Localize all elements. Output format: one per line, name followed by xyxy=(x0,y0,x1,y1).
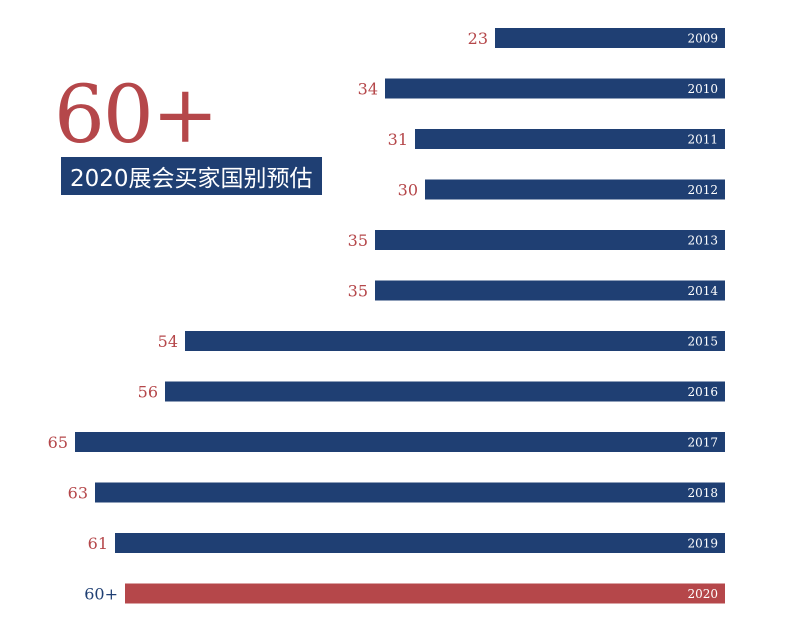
year-label-2009: 2009 xyxy=(687,32,718,46)
value-label-2019: 61 xyxy=(88,534,108,553)
bar-2011 xyxy=(415,129,725,149)
value-label-2016: 56 xyxy=(138,383,158,402)
bar-2019 xyxy=(115,533,725,553)
value-label-2011: 31 xyxy=(388,130,408,149)
value-label-2013: 35 xyxy=(348,231,368,250)
bar-2012 xyxy=(425,179,725,200)
value-label-2017: 65 xyxy=(48,433,68,452)
value-label-2018: 63 xyxy=(68,484,88,503)
value-label-2020: 60+ xyxy=(84,585,118,604)
headline-subtitle: 2020展会买家国别预估 xyxy=(61,157,322,195)
year-label-2012: 2012 xyxy=(687,183,718,197)
value-label-2015: 54 xyxy=(158,332,178,351)
bar-2010 xyxy=(385,78,725,99)
year-label-2018: 2018 xyxy=(687,486,718,500)
bar-2017 xyxy=(75,432,725,452)
year-label-2020: 2020 xyxy=(687,587,718,601)
bar-2020 xyxy=(125,583,725,604)
bar-2016 xyxy=(165,381,725,402)
value-label-2009: 23 xyxy=(468,29,488,48)
year-label-2015: 2015 xyxy=(687,335,718,349)
value-label-2010: 34 xyxy=(358,80,378,99)
year-label-2016: 2016 xyxy=(687,385,718,399)
year-label-2010: 2010 xyxy=(687,82,718,96)
bar-2009 xyxy=(495,28,725,48)
year-label-2013: 2013 xyxy=(687,234,718,248)
year-label-2011: 2011 xyxy=(687,133,718,147)
year-label-2017: 2017 xyxy=(687,436,718,450)
value-label-2014: 35 xyxy=(348,282,368,301)
bar-2015 xyxy=(185,331,725,351)
year-label-2014: 2014 xyxy=(687,284,718,298)
value-label-2012: 30 xyxy=(398,181,418,200)
year-label-2019: 2019 xyxy=(687,537,718,551)
bar-2014 xyxy=(375,280,725,301)
headline-number: 60+ xyxy=(54,68,219,161)
bar-2018 xyxy=(95,482,725,503)
bar-2013 xyxy=(375,230,725,250)
